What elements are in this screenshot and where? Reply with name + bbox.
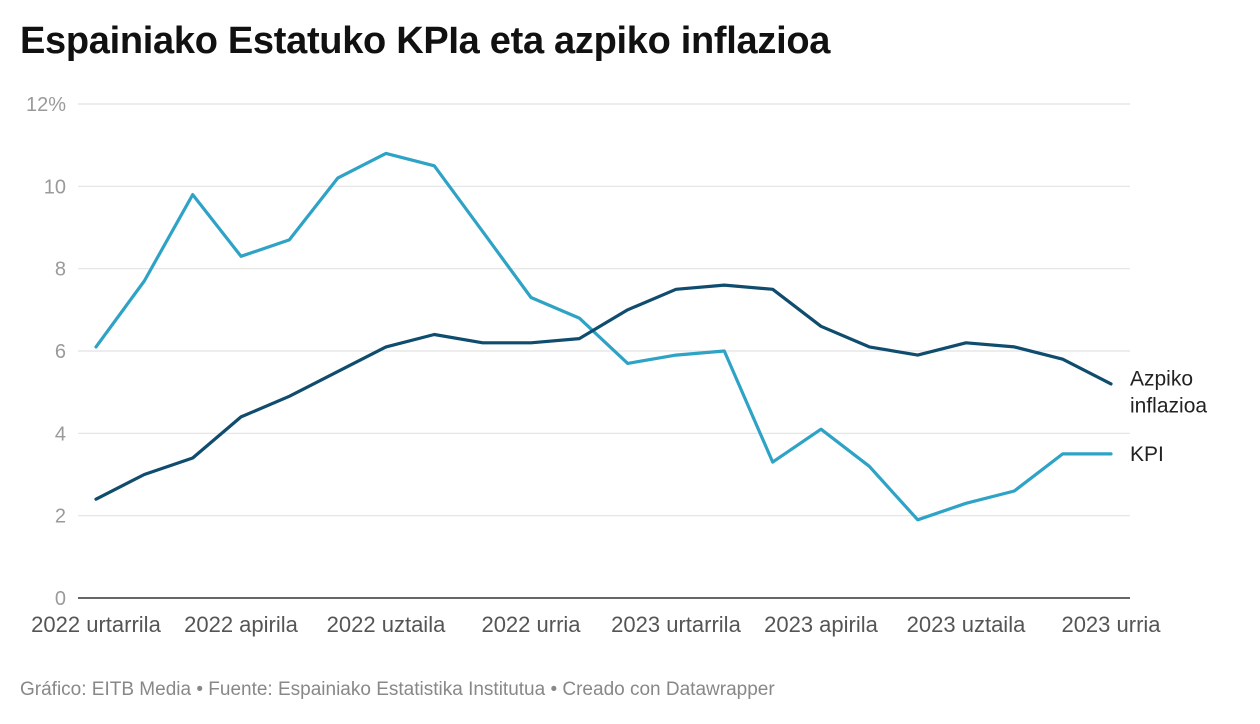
data-point — [432, 333, 436, 337]
y-tick-label: 8 — [55, 259, 66, 281]
data-point — [239, 415, 243, 419]
data-point — [867, 464, 871, 468]
data-point — [771, 460, 775, 464]
x-tick-label: 2023 uztaila — [907, 612, 1026, 637]
data-point — [142, 279, 146, 283]
y-tick-label: 10 — [44, 176, 66, 198]
data-point — [722, 349, 726, 353]
data-point — [191, 193, 195, 197]
data-point — [867, 345, 871, 349]
data-point — [529, 341, 533, 345]
y-tick-label: 12% — [26, 94, 66, 116]
series-label-azpiko-inflazioa: Azpiko inflazioa — [1130, 367, 1207, 417]
data-point — [384, 345, 388, 349]
x-tick-label: 2023 urria — [1061, 612, 1161, 637]
data-point — [1012, 489, 1016, 493]
data-point — [626, 308, 630, 312]
data-point — [916, 518, 920, 522]
data-point — [287, 238, 291, 242]
data-point — [771, 287, 775, 291]
data-point — [722, 283, 726, 287]
data-point — [239, 254, 243, 258]
data-point — [577, 337, 581, 341]
data-point — [674, 353, 678, 357]
x-tick-label: 2023 apirila — [764, 612, 879, 637]
data-point — [142, 473, 146, 477]
y-tick-label: 4 — [55, 423, 66, 445]
data-point — [1012, 345, 1016, 349]
series-line-azpiko-inflazioa — [94, 283, 1113, 501]
data-point — [481, 341, 485, 345]
y-tick-label: 6 — [55, 341, 66, 363]
x-tick-label: 2022 urria — [481, 612, 581, 637]
data-point — [674, 287, 678, 291]
data-point — [336, 176, 340, 180]
source-footer: Gráfico: EITB Media • Fuente: Espainiako… — [20, 679, 775, 700]
data-point — [626, 361, 630, 365]
data-point — [1109, 452, 1113, 456]
data-point — [336, 370, 340, 374]
x-tick-label: 2023 urtarrila — [611, 612, 741, 637]
data-point — [94, 345, 98, 349]
series-labels: KPI Azpiko inflazioa — [1130, 367, 1207, 465]
data-point — [94, 497, 98, 501]
data-point — [384, 151, 388, 155]
chart-title: Espainiako Estatuko KPIa eta azpiko infl… — [20, 20, 831, 62]
data-point — [1061, 357, 1065, 361]
data-point — [529, 295, 533, 299]
y-tick-label: 0 — [55, 588, 66, 610]
data-point — [1061, 452, 1065, 456]
data-point — [481, 230, 485, 234]
data-point — [964, 341, 968, 345]
x-tick-label: 2022 uztaila — [327, 612, 446, 637]
data-point — [819, 427, 823, 431]
series-lines — [94, 151, 1113, 522]
data-point — [577, 316, 581, 320]
grid-lines — [78, 103, 1130, 599]
series-label-kpi: KPI — [1130, 443, 1164, 466]
series-label-line: KPI — [1130, 443, 1164, 466]
data-point — [191, 456, 195, 460]
series-line-kpi — [94, 151, 1113, 522]
x-axis-ticks: 2022 urtarrila 2022 apirila 2022 uztaila 20… — [31, 612, 1161, 637]
x-tick-label: 2022 apirila — [184, 612, 299, 637]
series-label-line: Azpiko — [1130, 367, 1193, 390]
y-tick-label: 2 — [55, 506, 66, 528]
data-point — [916, 353, 920, 357]
data-point — [819, 324, 823, 328]
x-tick-label: 2022 urtarrila — [31, 612, 161, 637]
y-axis-ticks: 0 2 4 6 8 10 12% — [26, 94, 66, 610]
data-point — [287, 394, 291, 398]
series-label-line: inflazioa — [1130, 394, 1207, 417]
data-point — [1109, 382, 1113, 386]
data-point — [964, 501, 968, 505]
data-point — [432, 164, 436, 168]
